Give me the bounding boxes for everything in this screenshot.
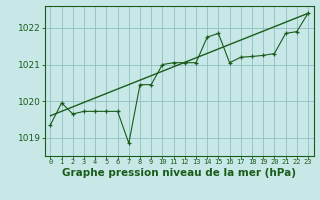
X-axis label: Graphe pression niveau de la mer (hPa): Graphe pression niveau de la mer (hPa)	[62, 168, 296, 178]
